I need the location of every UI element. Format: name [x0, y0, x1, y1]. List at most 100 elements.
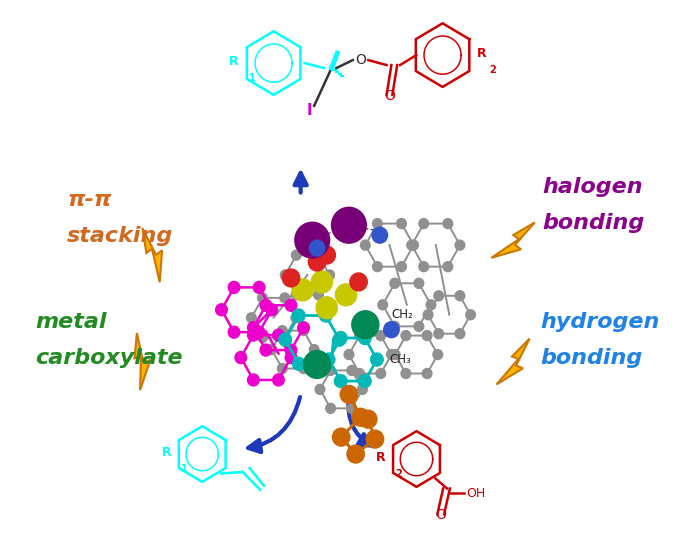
- Circle shape: [334, 374, 347, 387]
- Circle shape: [332, 428, 350, 446]
- Circle shape: [228, 326, 240, 338]
- Circle shape: [333, 333, 345, 346]
- Text: carboxylate: carboxylate: [35, 348, 183, 367]
- Circle shape: [358, 374, 371, 387]
- Circle shape: [258, 293, 267, 303]
- Circle shape: [419, 261, 429, 272]
- Circle shape: [280, 293, 290, 303]
- Circle shape: [347, 404, 357, 413]
- Circle shape: [422, 331, 432, 341]
- Circle shape: [247, 313, 256, 323]
- Circle shape: [376, 331, 386, 341]
- Circle shape: [466, 310, 475, 320]
- Circle shape: [397, 218, 406, 229]
- Text: CH₃: CH₃: [390, 353, 411, 366]
- Text: R: R: [162, 445, 171, 458]
- Text: 1: 1: [249, 73, 256, 83]
- Text: 1: 1: [181, 464, 188, 474]
- Circle shape: [347, 365, 357, 376]
- Circle shape: [397, 261, 406, 272]
- Circle shape: [258, 332, 267, 343]
- Circle shape: [414, 278, 424, 288]
- Text: I: I: [306, 103, 312, 118]
- Circle shape: [347, 445, 364, 463]
- Circle shape: [419, 218, 429, 229]
- Circle shape: [310, 240, 325, 256]
- Text: metal: metal: [35, 312, 107, 332]
- Circle shape: [390, 350, 400, 359]
- Circle shape: [372, 227, 388, 243]
- Polygon shape: [491, 222, 535, 258]
- Text: bonding: bonding: [542, 213, 644, 233]
- Circle shape: [384, 322, 399, 338]
- Circle shape: [352, 408, 369, 426]
- Circle shape: [235, 351, 247, 364]
- Circle shape: [273, 329, 284, 341]
- Circle shape: [426, 300, 436, 310]
- Circle shape: [266, 304, 277, 316]
- Circle shape: [344, 350, 353, 359]
- Circle shape: [373, 218, 382, 229]
- Circle shape: [358, 385, 367, 394]
- Circle shape: [409, 240, 419, 250]
- Circle shape: [314, 290, 323, 300]
- Circle shape: [291, 313, 301, 323]
- Circle shape: [308, 253, 326, 271]
- Circle shape: [280, 270, 290, 280]
- Circle shape: [292, 279, 313, 301]
- Circle shape: [299, 364, 308, 373]
- Text: OH: OH: [466, 487, 486, 500]
- Circle shape: [315, 385, 325, 394]
- Circle shape: [366, 430, 384, 448]
- Circle shape: [455, 329, 464, 339]
- Circle shape: [336, 284, 357, 306]
- Circle shape: [319, 309, 332, 322]
- Text: π-π: π-π: [67, 190, 112, 210]
- Circle shape: [279, 333, 292, 346]
- Circle shape: [228, 281, 240, 293]
- Text: halogen: halogen: [542, 178, 643, 197]
- Circle shape: [371, 353, 383, 366]
- Circle shape: [299, 325, 308, 336]
- Circle shape: [277, 364, 287, 373]
- Circle shape: [433, 350, 443, 359]
- Circle shape: [376, 369, 386, 379]
- Text: R: R: [229, 54, 239, 68]
- Circle shape: [303, 351, 331, 378]
- Circle shape: [401, 369, 411, 379]
- Circle shape: [390, 321, 399, 331]
- Circle shape: [455, 240, 464, 250]
- Circle shape: [267, 345, 277, 355]
- Circle shape: [443, 218, 453, 229]
- Circle shape: [260, 344, 272, 356]
- Text: O: O: [384, 89, 395, 103]
- Circle shape: [292, 309, 305, 322]
- Circle shape: [285, 344, 297, 356]
- Circle shape: [292, 290, 301, 300]
- Circle shape: [314, 250, 323, 260]
- Circle shape: [332, 207, 366, 243]
- Circle shape: [355, 331, 364, 341]
- Circle shape: [247, 329, 259, 341]
- Circle shape: [434, 291, 443, 301]
- Text: CH₂: CH₂: [391, 308, 413, 321]
- Text: bonding: bonding: [540, 348, 643, 367]
- Circle shape: [253, 281, 265, 293]
- Circle shape: [282, 269, 299, 287]
- Circle shape: [318, 246, 336, 264]
- Circle shape: [295, 222, 329, 258]
- Circle shape: [253, 326, 265, 338]
- Circle shape: [316, 297, 337, 318]
- Text: O: O: [355, 53, 366, 67]
- Circle shape: [247, 322, 259, 334]
- Circle shape: [414, 321, 424, 331]
- Circle shape: [455, 291, 464, 301]
- Circle shape: [423, 310, 433, 320]
- Text: 2: 2: [489, 65, 496, 75]
- Circle shape: [443, 261, 453, 272]
- Circle shape: [325, 270, 334, 280]
- Text: stacking: stacking: [67, 226, 173, 246]
- Circle shape: [334, 331, 347, 344]
- Circle shape: [340, 385, 358, 404]
- Circle shape: [216, 304, 227, 316]
